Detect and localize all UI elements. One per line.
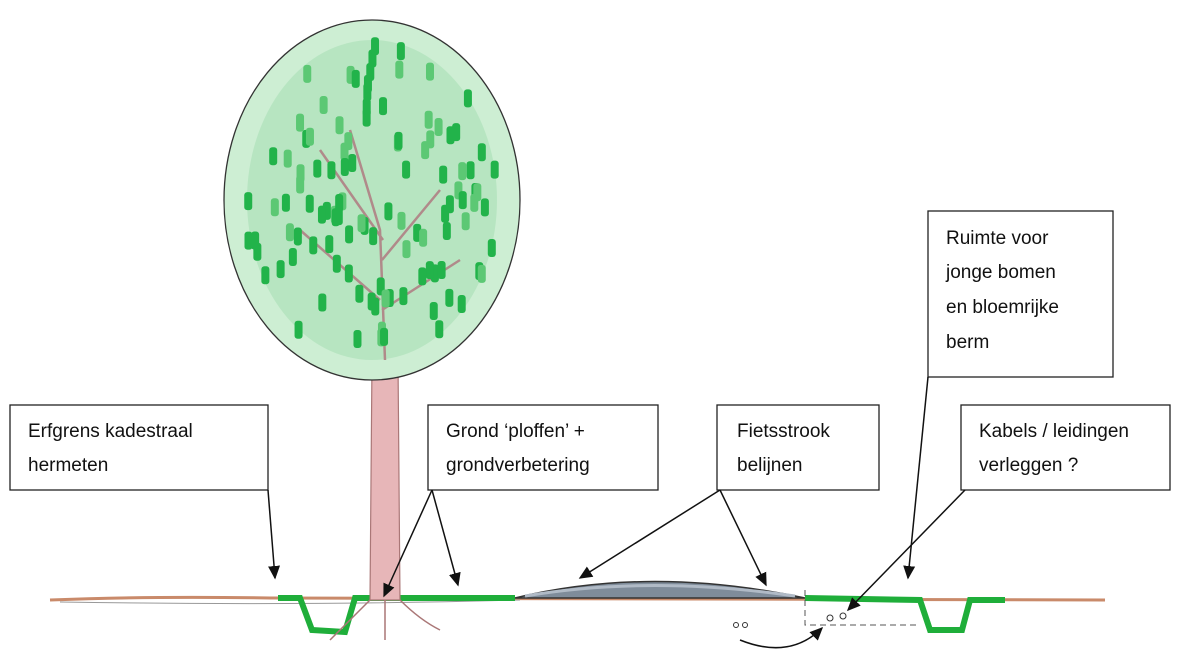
leaf — [345, 225, 353, 243]
leaf — [294, 227, 302, 245]
label-text: Grond ‘ploffen’ + — [446, 421, 585, 442]
leaf — [478, 265, 486, 283]
leaf — [446, 195, 454, 213]
leaf — [395, 61, 403, 79]
label-box — [10, 405, 268, 490]
leaf — [296, 175, 304, 193]
leaf — [269, 147, 277, 165]
leaf — [244, 192, 252, 210]
leaf — [341, 158, 349, 176]
label-text: grondverbetering — [446, 455, 590, 476]
label-text: Fietsstrook — [737, 421, 830, 442]
leaf — [335, 207, 343, 225]
leaf — [318, 294, 326, 312]
leaf — [336, 116, 344, 134]
leaf — [303, 65, 311, 83]
leaf — [355, 285, 363, 303]
leaf — [271, 198, 279, 216]
leaf — [430, 302, 438, 320]
leaf — [318, 206, 326, 224]
leaf — [352, 70, 360, 88]
leaf — [399, 287, 407, 305]
label-box — [428, 405, 658, 490]
label-text: verleggen ? — [979, 455, 1078, 476]
leaf — [459, 191, 467, 209]
leaf — [481, 198, 489, 216]
leaf — [478, 143, 486, 161]
label-text: Ruimte voor — [946, 228, 1049, 249]
leaf — [418, 267, 426, 285]
tree — [224, 20, 520, 640]
leaf — [402, 240, 410, 258]
label-text: berm — [946, 332, 989, 353]
leaf — [464, 89, 472, 107]
leaf — [419, 229, 427, 247]
leaf — [371, 37, 379, 55]
leaf — [491, 161, 499, 179]
label-text: Erfgrens kadestraal — [28, 421, 193, 442]
leaf — [462, 212, 470, 230]
leaf — [353, 330, 361, 348]
leaf — [289, 248, 297, 266]
page: Erfgrens kadestraal hermeten Grond ‘plof… — [0, 0, 1182, 654]
label-text: hermeten — [28, 455, 108, 476]
leaf — [333, 255, 341, 273]
leaf — [369, 227, 377, 245]
leaf — [425, 111, 433, 129]
leaf — [382, 290, 390, 308]
leaf — [488, 239, 496, 257]
leaf — [439, 166, 447, 184]
leaf — [426, 130, 434, 148]
leaf — [295, 321, 303, 339]
leaf — [445, 289, 453, 307]
leaf — [344, 132, 352, 150]
ground — [50, 582, 1105, 648]
label-box — [717, 405, 879, 490]
leaf — [364, 75, 372, 93]
leaf — [397, 42, 405, 60]
leaf — [395, 132, 403, 150]
label-text: Kabels / leidingen — [979, 421, 1129, 442]
leaf — [284, 150, 292, 168]
diagram: Erfgrens kadestraal hermeten Grond ‘plof… — [0, 0, 1182, 654]
leaf — [467, 161, 475, 179]
leaf — [380, 328, 388, 346]
leaf — [320, 96, 328, 114]
leaf — [286, 223, 294, 241]
leaf — [296, 114, 304, 132]
leaf — [435, 320, 443, 338]
leaf — [402, 161, 410, 179]
leaf — [282, 194, 290, 212]
leaf — [435, 118, 443, 136]
leaf — [358, 214, 366, 232]
label-text: belijnen — [737, 455, 803, 476]
leaf — [379, 97, 387, 115]
label-text: en bloemrijke — [946, 297, 1059, 318]
leaf — [253, 243, 261, 261]
leaf — [384, 202, 392, 220]
leaf — [306, 128, 314, 146]
leaf — [470, 194, 478, 212]
leaf — [327, 161, 335, 179]
leaf — [368, 292, 376, 310]
leaf — [306, 195, 314, 213]
leaf — [443, 222, 451, 240]
leaf — [309, 236, 317, 254]
leaf — [325, 235, 333, 253]
leaf — [345, 264, 353, 282]
leaf — [458, 295, 466, 313]
leaf — [452, 123, 460, 141]
leaf — [313, 160, 321, 178]
label-text: jonge bomen — [945, 262, 1056, 283]
leaf — [426, 63, 434, 81]
leaf — [348, 154, 356, 172]
leaf — [397, 212, 405, 230]
leaf — [426, 261, 434, 279]
leaf — [244, 232, 252, 250]
label-box — [961, 405, 1170, 490]
leaf — [458, 162, 466, 180]
leaf — [438, 261, 446, 279]
leaf — [261, 266, 269, 284]
leaf — [277, 260, 285, 278]
